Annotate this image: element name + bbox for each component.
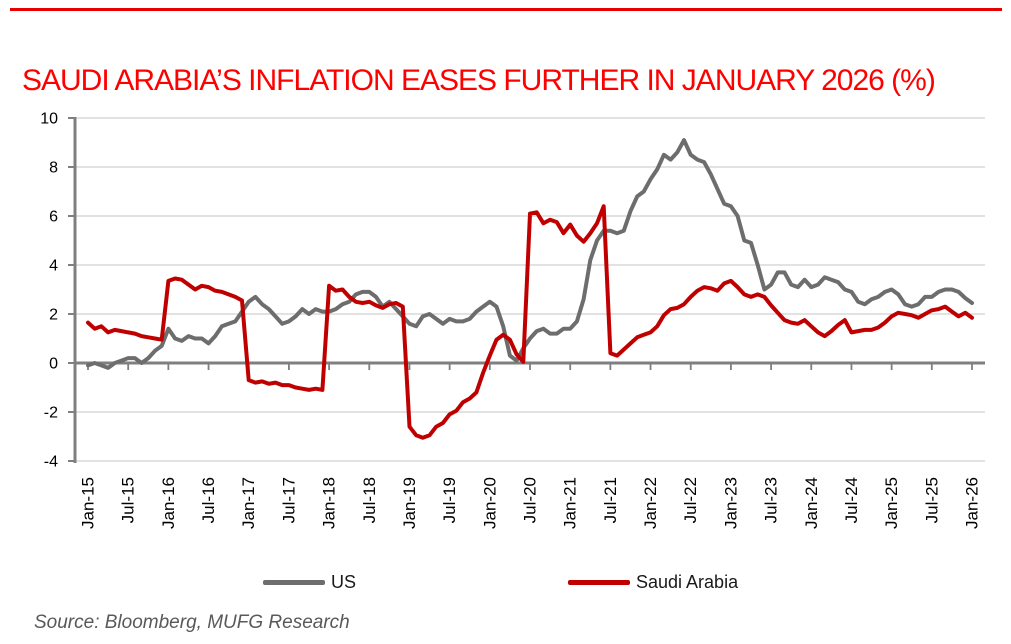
y-axis-label-6: 6 (49, 209, 58, 226)
axes (68, 117, 985, 463)
y-axis-label-2: 2 (49, 307, 58, 324)
y-axis-label-0: 0 (49, 356, 58, 373)
x-axis-label-Jul-22: Jul-22 (681, 477, 700, 523)
series-lines (86, 138, 974, 440)
legend-item-us: US (263, 573, 356, 591)
x-axis-label-Jul-15: Jul-15 (119, 477, 138, 523)
x-axis-label-Jul-18: Jul-18 (360, 477, 379, 523)
y-axis-label--4: -4 (44, 454, 58, 471)
gridlines (75, 117, 985, 462)
x-axis-label-Jan-21: Jan-21 (561, 477, 580, 529)
saudi-arabia-line-swatch (568, 579, 630, 585)
us-line (86, 138, 974, 370)
x-axis-label-Jul-25: Jul-25 (922, 477, 941, 523)
x-axis-label-Jan-16: Jan-16 (159, 477, 178, 529)
y-axis-label-4: 4 (49, 258, 58, 275)
x-axis-label-Jan-22: Jan-22 (641, 477, 660, 529)
x-axis-label-Jan-19: Jan-19 (400, 477, 419, 529)
us-line-swatch (263, 579, 325, 585)
x-axis-label-Jul-23: Jul-23 (762, 477, 781, 523)
x-axis-label-Jul-21: Jul-21 (601, 477, 620, 523)
x-axis-label-Jan-24: Jan-24 (802, 477, 821, 529)
x-axis-label-Jan-25: Jan-25 (882, 477, 901, 529)
y-axis-label-8: 8 (49, 160, 58, 177)
x-axis-label-Jan-15: Jan-15 (79, 477, 98, 529)
top-red-rule (10, 8, 1002, 11)
saudi-arabia-line (86, 204, 974, 440)
x-axis-label-Jan-20: Jan-20 (480, 477, 499, 529)
legend-item-saudi-arabia: Saudi Arabia (568, 573, 738, 591)
x-axis-label-Jan-18: Jan-18 (320, 477, 339, 529)
x-axis-label-Jul-20: Jul-20 (521, 477, 540, 523)
x-axis-label-Jul-19: Jul-19 (440, 477, 459, 523)
x-axis-label-Jul-24: Jul-24 (842, 477, 861, 523)
source-note: Source: Bloomberg, MUFG Research (34, 612, 350, 633)
x-axis-label-Jan-26: Jan-26 (963, 477, 982, 529)
x-axis-label-Jan-23: Jan-23 (721, 477, 740, 529)
legend-label-saudi-arabia: Saudi Arabia (636, 572, 739, 592)
x-axis-label-Jan-17: Jan-17 (239, 477, 258, 529)
y-axis-labels: 10 8 6 4 2 0 -2 -4 (40, 111, 58, 471)
y-axis-label--2: -2 (44, 405, 58, 422)
chart-title: SAUDI ARABIA’S INFLATION EASES FURTHER I… (22, 64, 936, 98)
y-axis-label-10: 10 (40, 111, 58, 128)
legend-label-us: US (331, 572, 357, 592)
x-axis-label-Jul-16: Jul-16 (199, 477, 218, 523)
x-axis-label-Jul-17: Jul-17 (279, 477, 298, 523)
x-axis-labels: Jan-15 Jul-15 Jan-16 Jul-16 Jan-17 Jul-17 Jan-… (79, 477, 982, 529)
